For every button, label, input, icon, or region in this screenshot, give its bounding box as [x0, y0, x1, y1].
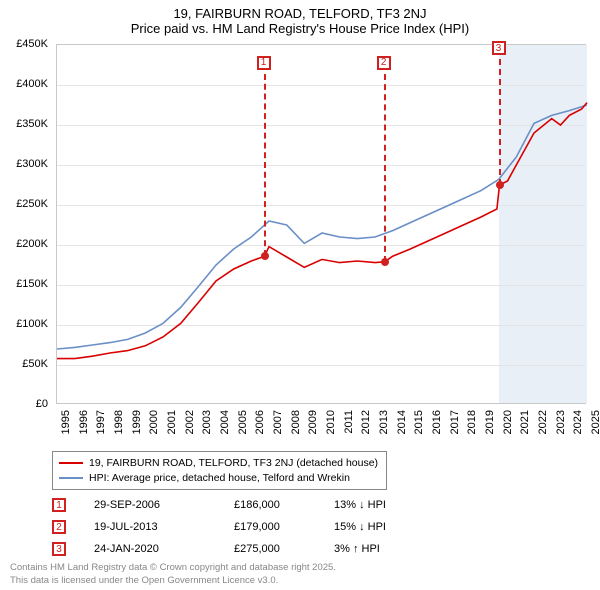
- x-tick-label: 2005: [237, 410, 249, 434]
- sale-marker-dot: [381, 258, 389, 266]
- y-tick-label: £100K: [16, 318, 48, 330]
- sale-date: 24-JAN-2020: [94, 543, 234, 555]
- x-tick-label: 2020: [502, 410, 514, 434]
- sale-date: 19-JUL-2013: [94, 521, 234, 533]
- y-axis: £0£50K£100K£150K£200K£250K£300K£350K£400…: [10, 44, 52, 404]
- legend-row: HPI: Average price, detached house, Telf…: [59, 471, 378, 486]
- x-tick-label: 2019: [484, 410, 496, 434]
- x-tick-label: 2016: [431, 410, 443, 434]
- sale-marker-line: [499, 59, 501, 185]
- sale-marker-box: 1: [257, 56, 271, 70]
- legend-swatch: [59, 477, 83, 479]
- sale-price: £275,000: [234, 543, 334, 555]
- series-hpi: [57, 105, 587, 349]
- x-tick-label: 1999: [131, 410, 143, 434]
- sale-marker-line: [264, 74, 266, 256]
- sale-row-marker: 1: [52, 498, 66, 512]
- x-tick-label: 2023: [555, 410, 567, 434]
- x-tick-label: 1996: [78, 410, 90, 434]
- chart-wrap: £0 £50K £100K £150K £200K £250K £300K £350K £400…: [10, 44, 590, 444]
- footer-line-1: Contains HM Land Registry data © Crown c…: [10, 562, 336, 574]
- legend-row: 19, FAIRBURN ROAD, TELFORD, TF3 2NJ (det…: [59, 456, 378, 471]
- x-tick-label: 2004: [219, 410, 231, 434]
- sale-row-marker: 2: [52, 520, 66, 534]
- legend-label: HPI: Average price, detached house, Telf…: [89, 471, 350, 486]
- x-tick-label: 2015: [413, 410, 425, 434]
- x-tick-label: 2025: [590, 410, 600, 434]
- x-tick-label: 2017: [449, 410, 461, 434]
- sale-diff: 3% ↑ HPI: [334, 543, 444, 555]
- chart-container: 19, FAIRBURN ROAD, TELFORD, TF3 2NJ Pric…: [0, 0, 600, 590]
- y-tick-label: £250K: [16, 198, 48, 210]
- x-tick-label: 2008: [290, 410, 302, 434]
- x-tick-label: 2021: [519, 410, 531, 434]
- x-tick-label: 2013: [378, 410, 390, 434]
- y-tick-label: £350K: [16, 118, 48, 130]
- x-tick-label: 1995: [60, 410, 72, 434]
- sale-marker-box: 3: [492, 41, 506, 55]
- y-tick-label: £400K: [16, 78, 48, 90]
- y-tick-label: £200K: [16, 238, 48, 250]
- page-subtitle: Price paid vs. HM Land Registry's House …: [0, 21, 600, 36]
- x-tick-label: 2009: [307, 410, 319, 434]
- x-axis: 1995 1996 1997 1998 1999 2000 2001 2002 2003 2004…: [56, 406, 586, 444]
- sale-diff: 15% ↓ HPI: [334, 521, 444, 533]
- x-tick-label: 2022: [537, 410, 549, 434]
- sale-row: 2 19-JUL-2013£179,00015% ↓ HPI: [52, 516, 444, 538]
- x-tick-label: 2003: [201, 410, 213, 434]
- sale-marker-dot: [496, 181, 504, 189]
- y-tick-label: £450K: [16, 38, 48, 50]
- legend-label: 19, FAIRBURN ROAD, TELFORD, TF3 2NJ (det…: [89, 456, 378, 471]
- x-tick-label: 2000: [148, 410, 160, 434]
- sale-row: 3 24-JAN-2020£275,0003% ↑ HPI: [52, 538, 444, 560]
- x-tick-label: 2007: [272, 410, 284, 434]
- footer-line-2: This data is licensed under the Open Gov…: [10, 575, 336, 587]
- x-tick-label: 2012: [360, 410, 372, 434]
- sale-price: £179,000: [234, 521, 334, 533]
- footer: Contains HM Land Registry data © Crown c…: [10, 562, 336, 587]
- legend-swatch: [59, 462, 83, 464]
- plot-area: 1 2 3: [56, 44, 586, 404]
- series-price_paid: [57, 103, 587, 359]
- x-tick-label: 2006: [254, 410, 266, 434]
- y-tick-label: £150K: [16, 278, 48, 290]
- sales-table: 1 29-SEP-2006£186,00013% ↓ HPI 2 19-JUL-201…: [52, 494, 444, 560]
- x-tick-label: 2001: [166, 410, 178, 434]
- title-block: 19, FAIRBURN ROAD, TELFORD, TF3 2NJ Pric…: [0, 0, 600, 38]
- chart-svg: [57, 45, 585, 403]
- page-title: 19, FAIRBURN ROAD, TELFORD, TF3 2NJ: [0, 6, 600, 21]
- sale-marker-line: [384, 74, 386, 262]
- y-tick-label: £300K: [16, 158, 48, 170]
- sale-date: 29-SEP-2006: [94, 499, 234, 511]
- x-tick-label: 1997: [95, 410, 107, 434]
- x-tick-label: 2024: [572, 410, 584, 434]
- legend: 19, FAIRBURN ROAD, TELFORD, TF3 2NJ (det…: [52, 451, 387, 490]
- sale-marker-dot: [261, 252, 269, 260]
- x-tick-label: 2002: [184, 410, 196, 434]
- x-tick-label: 2014: [396, 410, 408, 434]
- x-tick-label: 2010: [325, 410, 337, 434]
- x-tick-label: 1998: [113, 410, 125, 434]
- x-tick-label: 2011: [343, 410, 355, 434]
- y-tick-label: £0: [36, 398, 48, 410]
- sale-row-marker: 3: [52, 542, 66, 556]
- sale-price: £186,000: [234, 499, 334, 511]
- y-tick-label: £50K: [22, 358, 48, 370]
- sale-row: 1 29-SEP-2006£186,00013% ↓ HPI: [52, 494, 444, 516]
- sale-diff: 13% ↓ HPI: [334, 499, 444, 511]
- x-tick-label: 2018: [466, 410, 478, 434]
- sale-marker-box: 2: [377, 56, 391, 70]
